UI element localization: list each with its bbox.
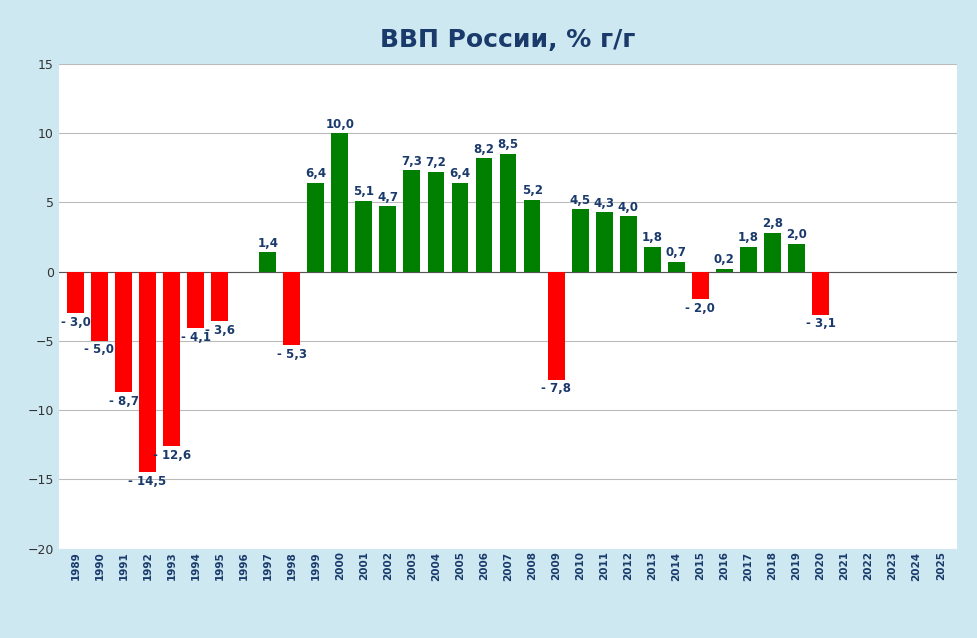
Bar bbox=[163, 272, 180, 446]
Text: 1,8: 1,8 bbox=[738, 231, 759, 244]
Text: - 3,6: - 3,6 bbox=[204, 324, 234, 337]
Text: 5,2: 5,2 bbox=[522, 184, 542, 197]
Text: - 5,3: - 5,3 bbox=[276, 348, 307, 360]
Bar bbox=[692, 272, 708, 299]
Text: 5,1: 5,1 bbox=[354, 186, 374, 198]
Bar bbox=[259, 252, 276, 272]
Text: - 14,5: - 14,5 bbox=[128, 475, 167, 488]
Text: 2,8: 2,8 bbox=[762, 218, 783, 230]
Bar bbox=[619, 216, 637, 272]
Text: - 3,0: - 3,0 bbox=[61, 316, 91, 329]
Text: 8,2: 8,2 bbox=[474, 142, 494, 156]
Bar bbox=[188, 272, 204, 329]
Bar bbox=[428, 172, 445, 272]
Bar bbox=[379, 207, 397, 272]
Bar bbox=[764, 233, 781, 272]
Text: 0,7: 0,7 bbox=[666, 246, 687, 260]
Text: - 7,8: - 7,8 bbox=[541, 382, 572, 395]
Text: - 3,1: - 3,1 bbox=[805, 317, 835, 330]
Text: 7,2: 7,2 bbox=[426, 156, 446, 169]
Text: 4,0: 4,0 bbox=[617, 201, 639, 214]
Bar bbox=[67, 272, 84, 313]
Bar bbox=[91, 272, 107, 341]
Text: 4,7: 4,7 bbox=[377, 191, 399, 204]
Bar bbox=[644, 247, 660, 272]
Bar bbox=[139, 272, 156, 473]
Bar bbox=[115, 272, 132, 392]
Text: 7,3: 7,3 bbox=[402, 155, 422, 168]
Bar bbox=[572, 209, 588, 272]
Text: 2,0: 2,0 bbox=[786, 228, 807, 241]
Bar bbox=[668, 262, 685, 272]
Bar bbox=[812, 272, 828, 315]
Text: 4,5: 4,5 bbox=[570, 194, 591, 207]
Text: 6,4: 6,4 bbox=[449, 167, 471, 181]
Text: - 2,0: - 2,0 bbox=[686, 302, 715, 315]
Bar bbox=[788, 244, 805, 272]
Text: 8,5: 8,5 bbox=[497, 138, 519, 151]
Bar bbox=[331, 133, 348, 272]
Bar bbox=[476, 158, 492, 272]
Text: - 5,0: - 5,0 bbox=[84, 343, 114, 357]
Text: - 8,7: - 8,7 bbox=[108, 395, 139, 408]
Text: - 4,1: - 4,1 bbox=[181, 331, 211, 344]
Bar bbox=[524, 200, 540, 272]
Bar bbox=[596, 212, 613, 272]
Bar bbox=[451, 183, 468, 272]
Bar bbox=[211, 272, 228, 322]
Bar bbox=[548, 272, 565, 380]
Bar bbox=[740, 247, 757, 272]
Bar bbox=[499, 154, 517, 272]
Text: 1,4: 1,4 bbox=[257, 237, 278, 249]
Text: 6,4: 6,4 bbox=[305, 167, 326, 181]
Text: 0,2: 0,2 bbox=[714, 253, 735, 266]
Bar bbox=[283, 272, 300, 345]
Bar bbox=[308, 183, 324, 272]
Bar bbox=[356, 201, 372, 272]
Text: 10,0: 10,0 bbox=[325, 117, 355, 131]
Bar bbox=[404, 170, 420, 272]
Text: 1,8: 1,8 bbox=[642, 231, 662, 244]
Bar bbox=[716, 269, 733, 272]
Text: - 12,6: - 12,6 bbox=[152, 449, 191, 462]
Title: ВВП России, % г/г: ВВП России, % г/г bbox=[380, 28, 636, 52]
Text: 4,3: 4,3 bbox=[594, 197, 615, 209]
